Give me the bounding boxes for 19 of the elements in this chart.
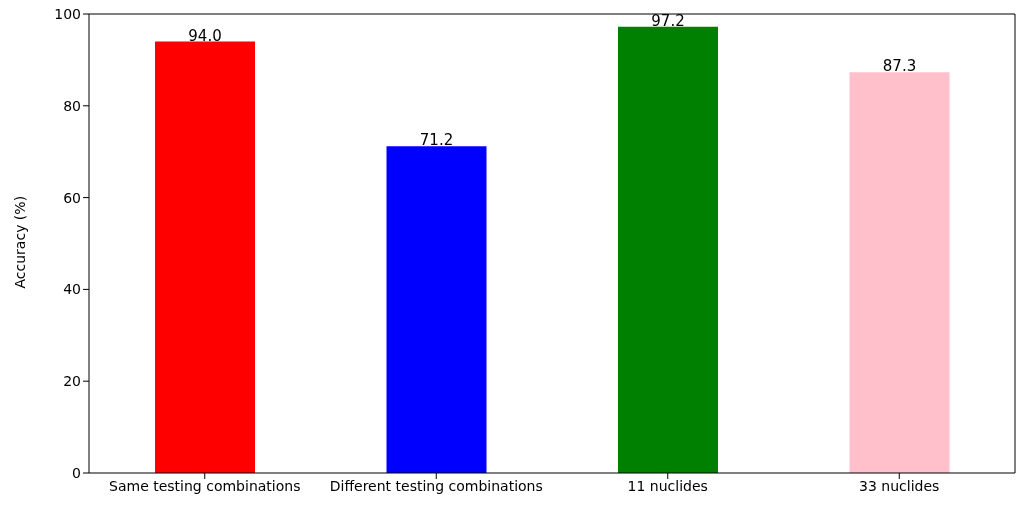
data-label: 71.2: [419, 131, 454, 150]
bar: [386, 146, 487, 473]
y-tick-label: 20: [63, 373, 81, 390]
bar: [618, 26, 718, 473]
x-tick-label: Same testing combinations: [109, 477, 301, 494]
y-tick-label: 100: [54, 5, 81, 22]
bar: [849, 72, 950, 473]
y-tick-label: 80: [63, 97, 81, 114]
x-tick-label: 11 nuclides: [627, 477, 708, 494]
y-tick-label: 40: [63, 281, 81, 298]
y-tick-label: 60: [63, 189, 81, 206]
y-tick-label: 0: [72, 464, 81, 481]
data-label: 97.2: [651, 11, 685, 30]
data-label: 87.3: [882, 57, 917, 76]
bar: [155, 41, 255, 473]
x-tick-label: Different testing combinations: [329, 477, 543, 494]
x-tick-label: 33 nuclides: [859, 477, 940, 494]
y-axis-title: Accuracy (%): [11, 195, 28, 289]
data-label: 94.0: [188, 26, 222, 45]
